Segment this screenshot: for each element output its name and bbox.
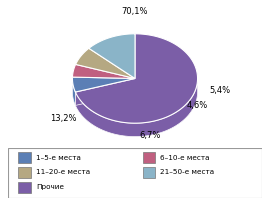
Polygon shape <box>75 34 198 123</box>
Text: 21–50-е места: 21–50-е места <box>160 170 214 176</box>
Polygon shape <box>72 77 135 92</box>
Text: 6–10-е места: 6–10-е места <box>160 154 210 160</box>
Polygon shape <box>75 78 198 137</box>
Text: 6,7%: 6,7% <box>139 131 161 140</box>
Text: 5,4%: 5,4% <box>209 86 231 95</box>
Text: 11–20-е места: 11–20-е места <box>36 170 90 176</box>
Text: Прочие: Прочие <box>36 184 64 190</box>
Polygon shape <box>72 78 75 105</box>
Text: 4,6%: 4,6% <box>187 101 208 110</box>
Text: 70,1%: 70,1% <box>122 7 148 16</box>
Bar <box>143 152 155 163</box>
Bar <box>18 152 31 163</box>
FancyBboxPatch shape <box>8 148 262 198</box>
Polygon shape <box>75 78 135 105</box>
Text: 1–5-е места: 1–5-е места <box>36 154 81 160</box>
Polygon shape <box>72 64 135 78</box>
Polygon shape <box>89 34 135 78</box>
Polygon shape <box>76 48 135 78</box>
Ellipse shape <box>72 47 198 137</box>
Bar <box>18 182 31 193</box>
Polygon shape <box>75 78 135 105</box>
Bar <box>18 167 31 178</box>
Text: 13,2%: 13,2% <box>50 114 77 123</box>
Bar <box>143 167 155 178</box>
